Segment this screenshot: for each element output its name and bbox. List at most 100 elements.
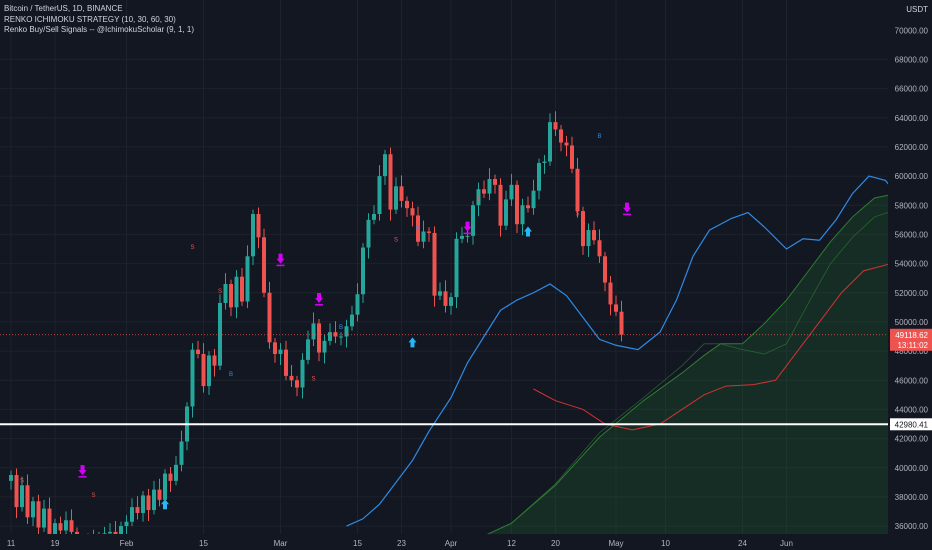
signal-label: B bbox=[597, 134, 601, 140]
level-price-box bbox=[890, 418, 932, 431]
candle bbox=[212, 355, 217, 366]
candle bbox=[355, 294, 360, 315]
price-tick-label: 54000.00 bbox=[895, 260, 929, 269]
candle bbox=[58, 523, 63, 531]
candle bbox=[328, 332, 332, 341]
blue-line bbox=[346, 175, 920, 527]
candle bbox=[31, 501, 35, 518]
candle bbox=[366, 219, 371, 248]
candle bbox=[581, 211, 585, 247]
signal-label: S bbox=[20, 478, 24, 484]
candles bbox=[9, 111, 624, 550]
candle bbox=[509, 184, 514, 200]
candle bbox=[306, 339, 310, 360]
candle bbox=[410, 208, 415, 216]
candle bbox=[196, 349, 200, 355]
candle bbox=[47, 508, 52, 538]
cloud-span-a bbox=[467, 193, 897, 545]
time-tick-label: 24 bbox=[738, 539, 747, 548]
chart-legend: Bitcoin / TetherUS, 1D, BINANCE RENKO IC… bbox=[4, 4, 194, 36]
candle bbox=[526, 205, 530, 209]
candle bbox=[597, 240, 602, 257]
candle bbox=[339, 336, 343, 338]
cloud-fill bbox=[467, 193, 897, 544]
countdown-label: 13:11:02 bbox=[897, 341, 928, 350]
candle bbox=[64, 520, 68, 531]
candle bbox=[14, 475, 19, 508]
candle bbox=[416, 215, 420, 242]
price-tick-label: 44000.00 bbox=[895, 405, 929, 414]
candle bbox=[163, 473, 167, 500]
buy-arrow-icon bbox=[161, 499, 169, 510]
sell-arrow-base bbox=[276, 264, 285, 267]
candle bbox=[361, 247, 365, 295]
time-axis-bg bbox=[0, 534, 888, 550]
signal-markers: S S S S B S B S B S B S B bbox=[20, 134, 631, 510]
signal-label: B bbox=[229, 372, 233, 378]
sell-arrow-icon bbox=[78, 465, 87, 476]
time-tick-label: 10 bbox=[661, 539, 670, 548]
candle bbox=[130, 507, 134, 522]
candle bbox=[179, 441, 184, 465]
candle bbox=[421, 231, 426, 242]
candle bbox=[394, 186, 398, 210]
price-tick-label: 50000.00 bbox=[895, 318, 929, 327]
candle bbox=[520, 205, 525, 225]
legend-strategy[interactable]: RENKO ICHIMOKU STRATEGY (10, 30, 60, 30) bbox=[4, 14, 176, 24]
candle bbox=[586, 230, 591, 247]
sell-arrow-icon bbox=[315, 293, 323, 304]
candle bbox=[487, 179, 492, 194]
candle bbox=[289, 375, 294, 381]
candle bbox=[559, 129, 563, 143]
time-axis[interactable]: 11 19 Feb 15 Mar 15 23 Apr 12 20 May 10 24 Jun bbox=[0, 6, 928, 550]
candle bbox=[300, 359, 305, 388]
candle bbox=[476, 189, 481, 206]
candle bbox=[201, 354, 206, 387]
signal-label: S bbox=[190, 245, 194, 251]
candle bbox=[482, 189, 486, 194]
candle bbox=[9, 475, 13, 481]
candle bbox=[553, 122, 558, 130]
candle bbox=[438, 291, 442, 296]
candle bbox=[267, 292, 272, 343]
candle bbox=[432, 232, 437, 296]
price-axis[interactable]: 36000.00 38000.00 40000.00 42000.00 44000.00… bbox=[888, 0, 932, 550]
candle bbox=[53, 523, 57, 538]
candle bbox=[25, 485, 30, 518]
candle bbox=[405, 200, 409, 209]
candle bbox=[603, 256, 607, 283]
candle bbox=[377, 176, 382, 215]
candle bbox=[537, 162, 541, 191]
signal-label: B bbox=[416, 226, 420, 232]
candle bbox=[240, 276, 244, 302]
candle bbox=[108, 531, 112, 534]
time-tick-label: 11 bbox=[7, 539, 16, 548]
price-tick-label: 66000.00 bbox=[895, 85, 929, 94]
candle bbox=[515, 184, 519, 225]
legend-symbol[interactable]: Bitcoin / TetherUS, 1D, BINANCE bbox=[4, 4, 123, 13]
price-tick-label: 38000.00 bbox=[895, 493, 929, 502]
candle bbox=[399, 186, 404, 201]
candle bbox=[245, 256, 250, 302]
signal-label: S bbox=[575, 211, 579, 217]
candle bbox=[36, 501, 41, 528]
time-tick-label: 15 bbox=[199, 539, 208, 548]
signal-label: B bbox=[504, 210, 508, 216]
level-price-label: 42980.41 bbox=[895, 420, 929, 429]
price-tick-label: 52000.00 bbox=[895, 289, 929, 298]
candle bbox=[614, 304, 618, 312]
candle bbox=[454, 238, 459, 298]
sell-arrow-icon bbox=[276, 253, 285, 264]
candle bbox=[388, 154, 393, 210]
candle bbox=[278, 349, 283, 355]
legend-signals[interactable]: Renko Buy/Sell Signals -- @IchimokuSchol… bbox=[4, 25, 194, 34]
candle bbox=[141, 495, 145, 513]
candle bbox=[592, 230, 596, 241]
candle bbox=[42, 508, 46, 528]
candle bbox=[619, 311, 624, 335]
sell-arrow-base bbox=[623, 213, 631, 216]
buy-arrow-icon bbox=[408, 337, 417, 348]
price-tick-label: 62000.00 bbox=[895, 143, 929, 152]
signal-label: B bbox=[339, 325, 343, 331]
